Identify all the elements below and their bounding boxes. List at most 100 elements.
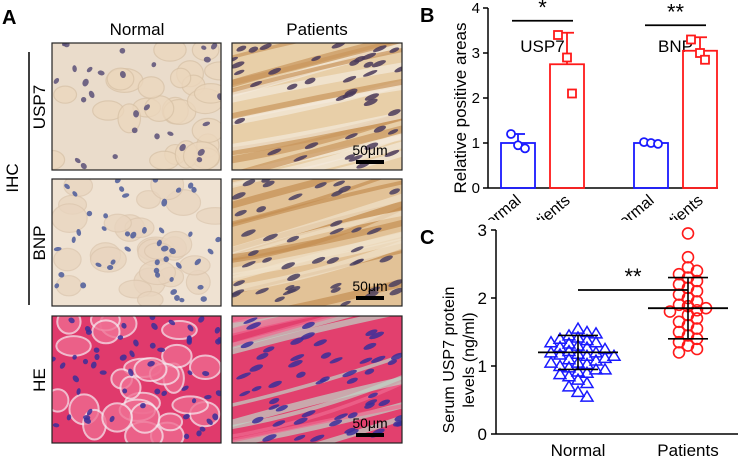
- nucleus: [207, 248, 214, 255]
- nucleus: [286, 235, 300, 243]
- nucleus: [112, 154, 118, 160]
- tissue-cell: [195, 207, 221, 225]
- nucleus: [269, 397, 280, 405]
- data-point: [700, 54, 710, 65]
- nucleus: [169, 276, 174, 282]
- nucleus: [268, 67, 282, 75]
- panel-c-letter: C: [420, 227, 434, 249]
- nucleus: [64, 183, 70, 190]
- data-point: [579, 376, 595, 389]
- nucleus: [170, 289, 178, 295]
- nucleus: [241, 261, 256, 268]
- tissue-cell: [52, 388, 70, 413]
- nucleus: [147, 360, 155, 367]
- data-point: [562, 52, 572, 63]
- nucleus: [344, 88, 358, 96]
- nucleus: [234, 117, 246, 124]
- nucleus: [262, 233, 278, 242]
- nucleus: [198, 316, 205, 323]
- nucleus: [68, 317, 75, 324]
- nucleus: [122, 388, 128, 394]
- nucleus: [206, 418, 213, 426]
- nucleus: [320, 352, 332, 359]
- nucleus: [119, 47, 126, 54]
- nucleus: [259, 43, 272, 51]
- nucleus: [252, 416, 264, 424]
- scale-bar-label-he: 50μm: [352, 415, 387, 431]
- bar: [682, 49, 718, 189]
- nucleus: [311, 55, 321, 62]
- nucleus: [85, 329, 92, 335]
- y-tick-label: 2: [478, 289, 487, 308]
- nucleus: [86, 66, 93, 73]
- micrograph-usp7-patients: [232, 43, 402, 170]
- nucleus: [267, 148, 282, 156]
- nucleus: [52, 423, 60, 428]
- nucleus: [58, 272, 65, 278]
- panel-a: A Normal Patients IHC USP7 BNP HE 50μm 5…: [2, 7, 403, 444]
- tissue-cell: [157, 412, 184, 432]
- data-point: [672, 298, 686, 312]
- nucleus: [72, 375, 80, 383]
- nucleus: [287, 273, 301, 281]
- nucleus: [88, 90, 95, 99]
- nucleus: [155, 272, 161, 278]
- nucleus: [187, 182, 194, 189]
- nucleus: [121, 193, 130, 198]
- nucleus: [103, 213, 109, 219]
- nucleus: [243, 317, 258, 324]
- data-point: [552, 359, 568, 372]
- data-point: [561, 344, 577, 357]
- nucleus: [250, 80, 263, 88]
- micrograph-usp7-normal: [52, 43, 221, 170]
- tissue-cell: [91, 319, 121, 345]
- tissue-fiber: [291, 141, 402, 170]
- scale-bar-he: [356, 433, 384, 437]
- tissue-cell: [129, 402, 161, 434]
- nucleus: [196, 430, 202, 437]
- data-point: [552, 367, 568, 380]
- nucleus: [331, 190, 344, 197]
- tissue-fiber: [275, 131, 402, 170]
- nucleus: [365, 329, 378, 336]
- nucleus: [379, 255, 393, 263]
- category-label: Normal: [551, 441, 606, 460]
- panel-c-ylabel-line1: Serum USP7 protein: [441, 287, 458, 434]
- nucleus: [94, 353, 100, 361]
- tissue-cell: [171, 395, 209, 415]
- nucleus: [203, 56, 211, 63]
- data-point: [579, 325, 595, 338]
- nucleus: [76, 388, 81, 395]
- nucleus: [196, 156, 203, 163]
- data-point: [690, 342, 704, 356]
- nucleus: [174, 294, 180, 301]
- nucleus: [239, 390, 251, 397]
- tissue-cell: [52, 203, 88, 233]
- nucleus: [141, 226, 147, 234]
- nucleus: [395, 420, 402, 427]
- nucleus: [191, 186, 197, 193]
- nucleus: [82, 78, 89, 87]
- data-point: [570, 372, 586, 385]
- nucleus: [183, 413, 190, 420]
- nucleus: [133, 110, 140, 118]
- micrograph-he-patients: [232, 316, 402, 443]
- data-point: [672, 346, 686, 359]
- tissue-fiber: [232, 193, 402, 254]
- nucleus: [53, 246, 62, 252]
- nucleus: [212, 413, 219, 421]
- data-point: [686, 34, 696, 45]
- panel-c-chart: C Serum USP7 protein levels (ng/ml) 0 1 2 3…: [420, 221, 738, 460]
- data-point: [561, 379, 577, 392]
- panel-b-chart: B Relative positive areas 0 1 2 3 4 USP7 Norm…: [420, 0, 718, 220]
- nucleus: [248, 250, 259, 257]
- significance-mark: **: [667, 0, 685, 24]
- data-point: [579, 389, 595, 402]
- nucleus: [345, 133, 358, 140]
- nucleus: [340, 300, 351, 306]
- y-tick-label: 4: [472, 0, 480, 17]
- micrograph-bnp-normal: [52, 179, 221, 306]
- nucleus: [168, 319, 176, 326]
- nucleus: [300, 332, 315, 340]
- significance-mark: **: [624, 264, 642, 289]
